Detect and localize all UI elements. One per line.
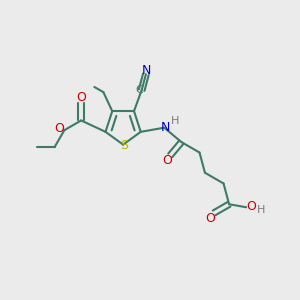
Text: H: H	[257, 205, 265, 215]
Text: S: S	[120, 139, 128, 152]
Text: O: O	[247, 200, 256, 213]
Text: H: H	[170, 116, 179, 126]
Text: O: O	[206, 212, 215, 225]
Text: O: O	[76, 91, 86, 104]
Text: N: N	[142, 64, 151, 77]
Text: C: C	[135, 85, 143, 95]
Text: O: O	[162, 154, 172, 167]
Text: O: O	[54, 122, 64, 136]
Text: N: N	[160, 121, 170, 134]
